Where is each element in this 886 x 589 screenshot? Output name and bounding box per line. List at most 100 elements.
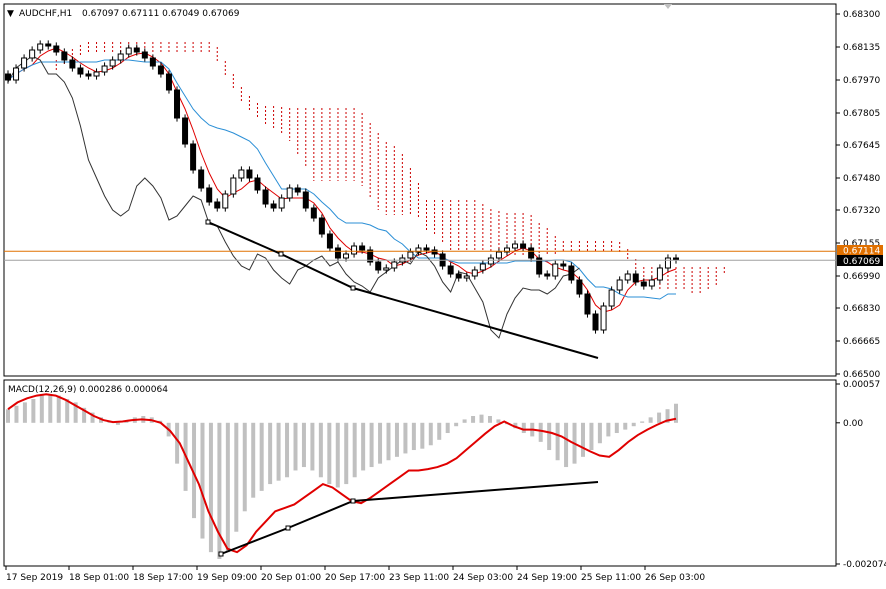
- candle-body: [222, 193, 229, 209]
- candle-body: [383, 267, 390, 271]
- price-tick-label: 0.66830: [843, 304, 880, 314]
- candle-body: [53, 45, 60, 53]
- candle-body: [552, 263, 559, 277]
- macd-bar: [48, 394, 53, 423]
- macd-bar: [56, 395, 61, 423]
- macd-bar: [471, 415, 476, 423]
- anchor-point[interactable]: [350, 498, 356, 504]
- candle-body: [640, 281, 647, 287]
- macd-divergence[interactable]: [220, 481, 599, 555]
- macd-bar: [513, 422, 518, 429]
- candle-body: [77, 67, 84, 75]
- candle-body: [463, 275, 470, 279]
- anchor-point[interactable]: [205, 219, 211, 225]
- candle-body: [29, 49, 36, 59]
- candle-body: [351, 245, 358, 255]
- macd-bar: [614, 422, 619, 434]
- candle-body: [616, 279, 623, 291]
- macd-bar: [640, 421, 645, 423]
- candle-body: [182, 117, 189, 145]
- macd-bar: [276, 422, 281, 481]
- price-divergence-line[interactable]: [207, 221, 599, 359]
- macd-bar: [378, 422, 383, 464]
- candle-body: [117, 53, 124, 61]
- candle-body: [423, 247, 430, 251]
- time-tick-label: 19 Sep 09:00: [197, 573, 257, 583]
- candle-body: [495, 251, 502, 259]
- candle-body: [544, 273, 551, 277]
- candle-body: [536, 257, 543, 275]
- candle-body: [45, 43, 52, 47]
- price-lines: [4, 250, 836, 261]
- macd-bar: [665, 409, 670, 423]
- macd-bar: [589, 422, 594, 451]
- ohlc-readout: 0.67097 0.67111 0.67049 0.67069: [82, 9, 240, 19]
- macd-divergence-line: [218, 481, 599, 557]
- candle-body: [141, 51, 148, 59]
- anchor-point[interactable]: [350, 285, 356, 291]
- anchor-point[interactable]: [218, 551, 224, 557]
- macd-label: MACD(12,26,9) 0.000286 0.000064: [8, 385, 168, 395]
- candle-body: [632, 273, 639, 283]
- main-pane[interactable]: [3, 3, 837, 377]
- macd-bar: [580, 422, 585, 457]
- macd-bar: [335, 422, 340, 488]
- time-tick-label: 25 Sep 11:00: [581, 573, 641, 583]
- chikou-line: [7, 55, 580, 339]
- time-tick-label: 24 Sep 19:00: [517, 573, 577, 583]
- shift-marker-icon[interactable]: [664, 4, 672, 9]
- macd-bar: [674, 403, 678, 423]
- candle-body: [576, 279, 583, 295]
- macd-bar: [225, 422, 230, 553]
- collapse-arrow-icon[interactable]: ▼: [7, 9, 14, 19]
- macd-bar: [369, 422, 374, 468]
- candle-body: [310, 207, 317, 219]
- candle-body: [343, 253, 350, 259]
- candle-body: [656, 267, 663, 281]
- macd-bar: [386, 422, 391, 461]
- macd-bar: [403, 422, 408, 454]
- anchor-point[interactable]: [285, 525, 291, 531]
- bid-price-tag: [837, 255, 883, 266]
- macd-bar: [208, 422, 213, 553]
- macd-bar: [124, 421, 129, 423]
- macd-bar: [496, 419, 501, 423]
- macd-bar: [411, 422, 416, 451]
- candle-body: [600, 305, 607, 331]
- time-axis: 17 Sep 2019 18 Sep 01:00 18 Sep 17:00 19 Se…: [5, 566, 705, 583]
- candle-body: [568, 265, 575, 281]
- ask-price: 0.67114: [843, 247, 880, 257]
- macd-bar: [217, 422, 222, 559]
- price-tick-label: 0.67320: [843, 206, 880, 216]
- time-tick-label: 24 Sep 03:00: [453, 573, 513, 583]
- macd-bar: [631, 422, 636, 427]
- macd-bar: [538, 422, 543, 442]
- candle-body: [21, 57, 28, 69]
- macd-bar: [293, 422, 298, 471]
- time-tick-label: 18 Sep 01:00: [69, 573, 129, 583]
- candle-body: [560, 263, 567, 267]
- candle-body: [238, 169, 245, 179]
- macd-bar: [648, 417, 653, 423]
- macd-pane[interactable]: [3, 379, 837, 567]
- macd-bar: [90, 412, 95, 423]
- time-tick-label: 18 Sep 17:00: [133, 573, 193, 583]
- anchor-point[interactable]: [278, 251, 284, 257]
- time-tick-label: 20 Sep 01:00: [261, 573, 321, 583]
- macd-bar: [200, 422, 205, 539]
- candle-body: [262, 189, 269, 205]
- macd-bar: [555, 422, 560, 461]
- macd-bar: [547, 422, 552, 451]
- macd-bar: [65, 398, 70, 423]
- candle-body: [286, 187, 293, 199]
- candle-body: [431, 249, 438, 255]
- candle-body: [471, 269, 478, 277]
- candle-body: [85, 73, 92, 77]
- candlesticks: [5, 40, 679, 334]
- candle-body: [13, 67, 20, 81]
- price-tick-label: 0.67480: [843, 174, 880, 184]
- candle-body: [367, 249, 374, 263]
- candle-body: [648, 279, 655, 287]
- macd-tick-label: -0.002074: [843, 560, 886, 570]
